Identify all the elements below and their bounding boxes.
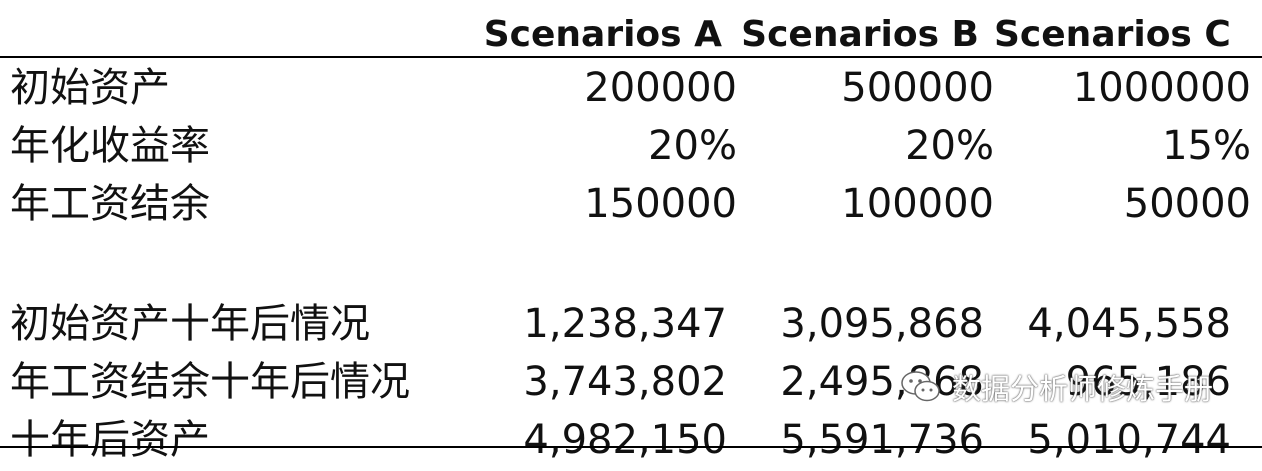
header-scenario-b: Scenarios B	[741, 14, 979, 55]
cell-initial-assets-c: 1000000	[1072, 65, 1251, 111]
cell-savings-ten-years-c: 965,186	[1065, 359, 1231, 405]
cell-savings-ten-years-a: 3,743,802	[523, 359, 727, 405]
cell-annual-return-a: 20%	[648, 123, 737, 169]
row-label-annual-savings: 年工资结余	[10, 181, 210, 227]
header-underline	[0, 56, 1262, 58]
cell-initial-assets-b: 500000	[841, 65, 994, 111]
blank-row	[0, 231, 482, 293]
row-label-total-assets-after-ten-years: 十年后资产	[10, 417, 210, 463]
cell-total-ten-years-c: 5,010,744	[1027, 417, 1231, 463]
blank-cell	[994, 231, 1251, 293]
cell-annual-return-c: 15%	[1162, 123, 1251, 169]
header-empty-cell	[0, 0, 482, 57]
row-label-savings-after-ten-years: 年工资结余十年后情况	[10, 359, 410, 405]
cell-annual-return-b: 20%	[905, 123, 994, 169]
header-scenario-a: Scenarios A	[483, 14, 722, 55]
wechat-icon	[901, 371, 940, 402]
cell-savings-ten-years-b: 2,495,868	[780, 359, 984, 405]
cell-initial-assets-ten-years-a: 1,238,347	[523, 301, 727, 347]
blank-cell	[482, 231, 737, 293]
cell-initial-assets-ten-years-c: 4,045,558	[1027, 301, 1231, 347]
cell-annual-savings-c: 50000	[1123, 181, 1251, 227]
blank-cell	[737, 231, 994, 293]
watermark: 数据分析师修炼手册	[900, 366, 1213, 408]
spreadsheet: Scenarios A Scenarios B Scenarios C 初始资产…	[0, 14, 1262, 463]
header-scenario-c: Scenarios C	[994, 14, 1231, 55]
cell-total-ten-years-a: 4,982,150	[523, 417, 727, 463]
cell-initial-assets-ten-years-b: 3,095,868	[780, 301, 984, 347]
row-label-initial-assets: 初始资产	[10, 65, 170, 111]
cell-initial-assets-a: 200000	[584, 65, 737, 111]
table-bottom-border	[0, 446, 1262, 448]
cell-annual-savings-a: 150000	[584, 181, 737, 227]
watermark-text: 数据分析师修炼手册	[952, 372, 1214, 406]
cell-annual-savings-b: 100000	[841, 181, 994, 227]
row-label-initial-assets-after-ten-years: 初始资产十年后情况	[10, 301, 370, 347]
cell-total-ten-years-b: 5,591,736	[780, 417, 984, 463]
row-label-annual-return: 年化收益率	[10, 123, 210, 169]
